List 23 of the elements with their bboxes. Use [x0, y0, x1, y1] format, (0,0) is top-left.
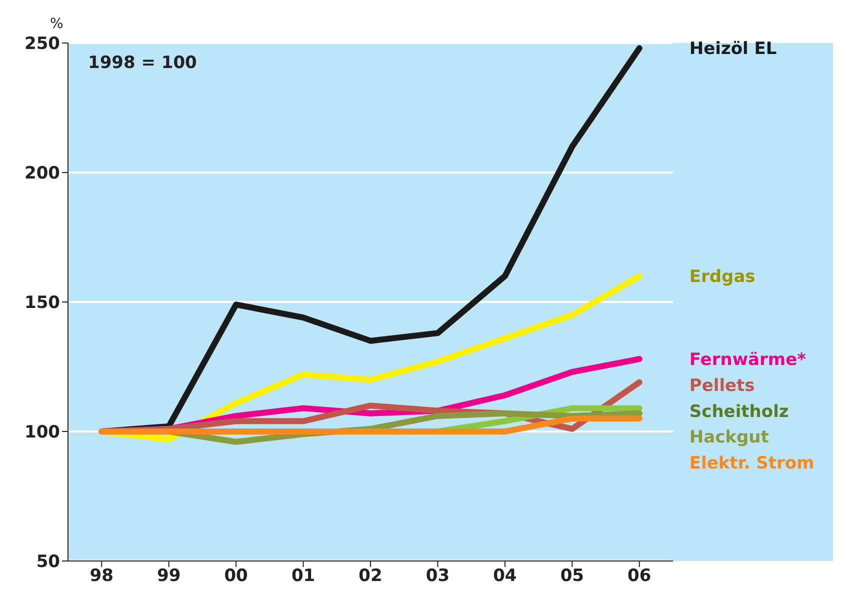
x-tick-label: 05	[560, 566, 584, 586]
x-tick-label: 06	[628, 566, 652, 586]
x-tick-label: 01	[291, 566, 316, 586]
text: Scheitholz	[689, 402, 789, 422]
x-tick-label: 99	[156, 566, 181, 586]
x-tick-label: 98	[90, 566, 114, 586]
text: Hackgut	[689, 428, 769, 448]
annotation: 1998 = 100	[88, 53, 197, 73]
y-tick-label: 150	[24, 293, 60, 314]
y-tick-label: 50	[36, 552, 60, 572]
text: Elektr. Strom	[689, 454, 814, 474]
y-tick-label: 200	[24, 164, 60, 184]
x-tick-label: 02	[358, 566, 382, 586]
text: Pellets	[689, 376, 755, 396]
x-tick-label: 04	[493, 566, 517, 586]
y-axis-title: %	[50, 16, 64, 32]
text: Fernwärme*	[689, 350, 806, 370]
x-tick-label: 00	[224, 566, 248, 586]
text: Erdgas	[689, 267, 756, 288]
y-tick-label: 250	[24, 34, 60, 54]
x-tick-label: 03	[426, 566, 450, 586]
y-tick-label: 100	[24, 422, 60, 443]
text: Heizöl EL	[689, 39, 777, 60]
